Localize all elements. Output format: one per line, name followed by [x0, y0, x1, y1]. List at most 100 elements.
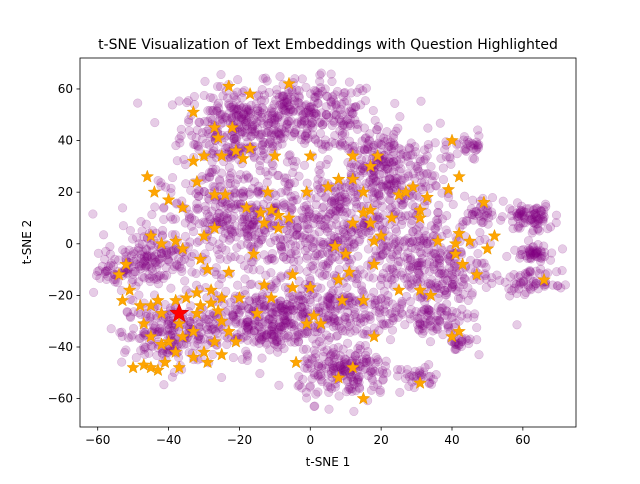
embedding-point [406, 138, 416, 148]
embedding-point [215, 182, 225, 192]
embedding-point [361, 179, 371, 189]
embedding-point [283, 233, 293, 243]
embedding-point [239, 122, 249, 132]
embedding-point [262, 154, 272, 164]
embedding-point [272, 89, 282, 99]
embedding-point [215, 201, 225, 211]
embedding-point [339, 120, 349, 130]
embedding-point [315, 249, 325, 259]
embedding-point [288, 107, 298, 117]
embedding-point [274, 100, 284, 110]
embedding-point [435, 248, 445, 258]
embedding-point [244, 212, 254, 222]
embedding-point [257, 129, 267, 139]
embedding-point [187, 130, 197, 141]
embedding-point [208, 167, 218, 177]
embedding-point [412, 274, 422, 284]
embedding-point [164, 316, 174, 327]
embedding-point [395, 257, 406, 267]
embedding-point [378, 242, 388, 252]
embedding-point [417, 177, 427, 187]
embedding-point [277, 124, 287, 134]
embedding-point [358, 86, 368, 96]
embedding-point [400, 242, 410, 252]
embedding-point [222, 130, 232, 140]
embedding-point [180, 231, 191, 241]
embedding-point [391, 224, 401, 234]
embedding-point [247, 219, 257, 229]
embedding-point [468, 195, 478, 205]
embedding-point [457, 335, 467, 345]
embedding-point [229, 90, 239, 100]
embedding-point [211, 164, 221, 174]
embedding-point [405, 253, 416, 263]
embedding-point [158, 225, 168, 235]
embedding-point [340, 211, 350, 221]
embedding-point [148, 320, 158, 330]
embedding-point [313, 215, 323, 225]
embedding-point [379, 210, 389, 220]
embedding-point [266, 130, 276, 140]
embedding-point [380, 136, 390, 146]
embedding-point [374, 190, 384, 200]
embedding-point [432, 283, 442, 293]
embedding-point [408, 262, 418, 272]
embedding-point [126, 332, 136, 342]
embedding-point [301, 204, 311, 214]
embedding-point [271, 95, 281, 105]
embedding-point [206, 168, 216, 178]
embedding-point [225, 225, 235, 235]
embedding-point [427, 275, 437, 285]
embedding-point [327, 92, 338, 102]
embedding-point [347, 234, 357, 245]
embedding-point [325, 293, 335, 303]
embedding-point [235, 101, 245, 111]
embedding-point [118, 221, 128, 231]
embedding-point [200, 201, 210, 211]
embedding-point [337, 99, 347, 109]
embedding-point [218, 118, 228, 128]
embedding-point [215, 254, 225, 264]
embedding-point [373, 357, 383, 367]
embedding-point [436, 307, 446, 317]
embedding-point [89, 287, 99, 297]
embedding-point [106, 324, 116, 334]
embedding-point [314, 212, 324, 222]
embedding-point [328, 347, 338, 357]
embedding-point [351, 312, 361, 322]
embedding-point [168, 251, 178, 261]
embedding-point [314, 165, 324, 175]
embedding-point [335, 141, 345, 151]
embedding-point [332, 86, 343, 96]
embedding-point [274, 92, 284, 102]
embedding-point [394, 242, 404, 252]
embedding-point [377, 365, 388, 376]
embedding-point [384, 174, 394, 184]
embedding-point [267, 103, 277, 114]
embedding-point [195, 117, 205, 127]
embedding-point [159, 214, 169, 225]
embedding-point [430, 249, 440, 260]
embedding-point [346, 227, 356, 237]
embedding-point [436, 268, 446, 278]
embedding-point [415, 270, 425, 280]
embedding-point [238, 102, 249, 112]
embedding-point [387, 249, 397, 259]
embedding-point [101, 274, 112, 284]
embedding-point [257, 141, 267, 151]
embedding-point [289, 161, 299, 171]
embedding-point [230, 204, 240, 214]
embedding-point [385, 309, 395, 319]
embedding-point [297, 74, 307, 84]
embedding-point [204, 172, 214, 182]
embedding-point [469, 312, 479, 322]
embedding-point [274, 318, 285, 328]
embedding-point [320, 221, 330, 231]
embedding-point [203, 325, 213, 335]
embedding-point [399, 198, 409, 208]
embedding-point [396, 270, 406, 280]
embedding-point [426, 310, 436, 320]
embedding-point [351, 119, 361, 129]
embedding-point [200, 218, 210, 228]
embedding-point [422, 239, 432, 249]
